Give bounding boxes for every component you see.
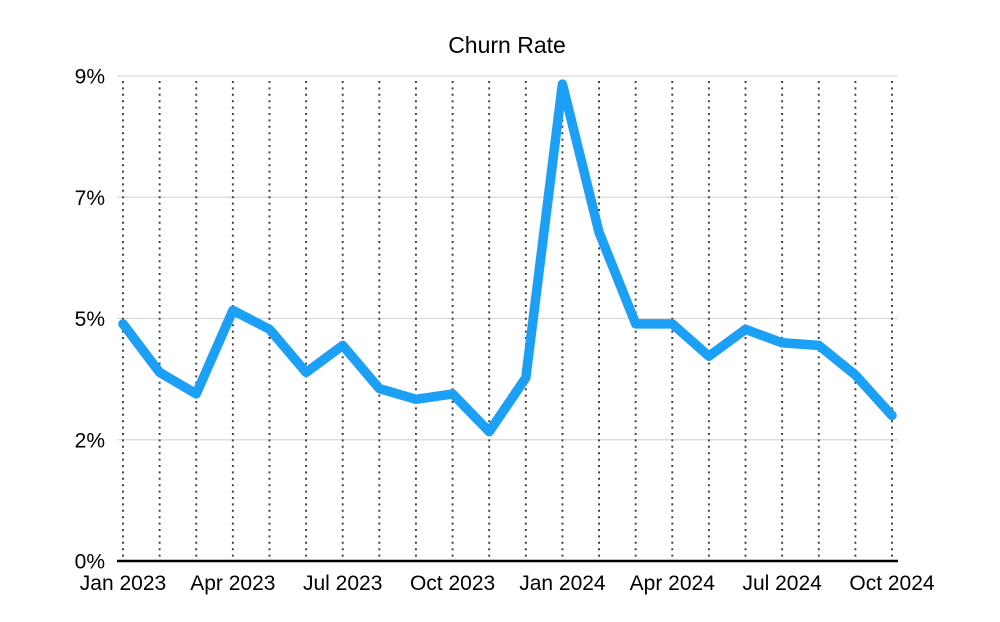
x-axis-tick-label: Jul 2024: [742, 572, 822, 595]
chart-title: Churn Rate: [448, 32, 566, 58]
y-axis-tick-label: 7%: [75, 187, 105, 210]
x-axis-tick-label: Oct 2023: [410, 572, 495, 595]
x-axis-tick-label: Jan 2024: [519, 572, 606, 595]
x-axis-tick-label: Jul 2023: [303, 572, 382, 595]
churn-rate-line-series: [118, 79, 897, 437]
x-axis-tick-label: Apr 2024: [630, 572, 716, 595]
x-axis-tick-label: Oct 2024: [849, 572, 935, 595]
y-axis-tick-label: 2%: [75, 429, 105, 452]
x-axis-tick-label: Jan 2023: [80, 572, 166, 595]
y-axis-tick-label: 9%: [75, 66, 105, 89]
y-axis-tick-label: 0%: [75, 551, 105, 574]
y-axis-tick-label: 5%: [75, 308, 105, 331]
x-axis-tick-label: Apr 2023: [190, 572, 275, 595]
